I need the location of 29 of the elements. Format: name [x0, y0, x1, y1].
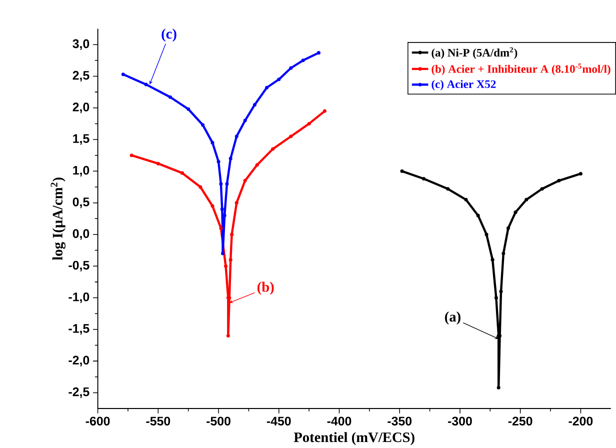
x-tick-label: -400 [327, 416, 352, 426]
legend-label: (b) Acier + Inhibiteur A (8.10$^{-5}$mol/l) [432, 63, 610, 76]
legend-label: (c) Acier X52 [432, 80, 496, 90]
y-tick-label: -1,0 [68, 292, 90, 303]
x-tick-label: -200 [568, 416, 593, 426]
x-tick-label: -550 [146, 416, 170, 426]
x-tick-label: -300 [448, 416, 472, 426]
y-tick-label: 1,0 [73, 166, 90, 176]
x-tick-label: -500 [206, 416, 230, 426]
y-axis-title: log I(µA/cm$^{2}$) [50, 177, 66, 260]
annotation: (b) [257, 282, 274, 295]
x-axis-title: Potentiel (mV/ECS) [294, 432, 414, 445]
y-tick-label: -0,5 [68, 260, 90, 272]
y-tick-label: -2,5 [68, 387, 90, 398]
y-tick-label: -1,5 [68, 324, 90, 335]
x-tick-label: -600 [86, 416, 110, 426]
y-tick-label: 1,5 [73, 134, 90, 145]
x-tick-label: -450 [266, 416, 291, 426]
x-tick-label: -250 [508, 416, 532, 426]
y-tick-label: 2,0 [72, 102, 90, 114]
annotation: (c) [162, 28, 176, 42]
y-tick-label: 0,0 [72, 229, 90, 240]
legend-label: (a) Ni-P (5A/dm$^{2}$) [432, 47, 518, 59]
y-tick-label: 2,5 [72, 70, 90, 82]
y-tick-label: 3,0 [72, 39, 90, 50]
annotation: (a) [444, 311, 460, 324]
y-tick-label: 0,5 [72, 197, 90, 208]
y-tick-label: -2,0 [68, 356, 90, 366]
x-tick-label: -350 [388, 416, 412, 426]
